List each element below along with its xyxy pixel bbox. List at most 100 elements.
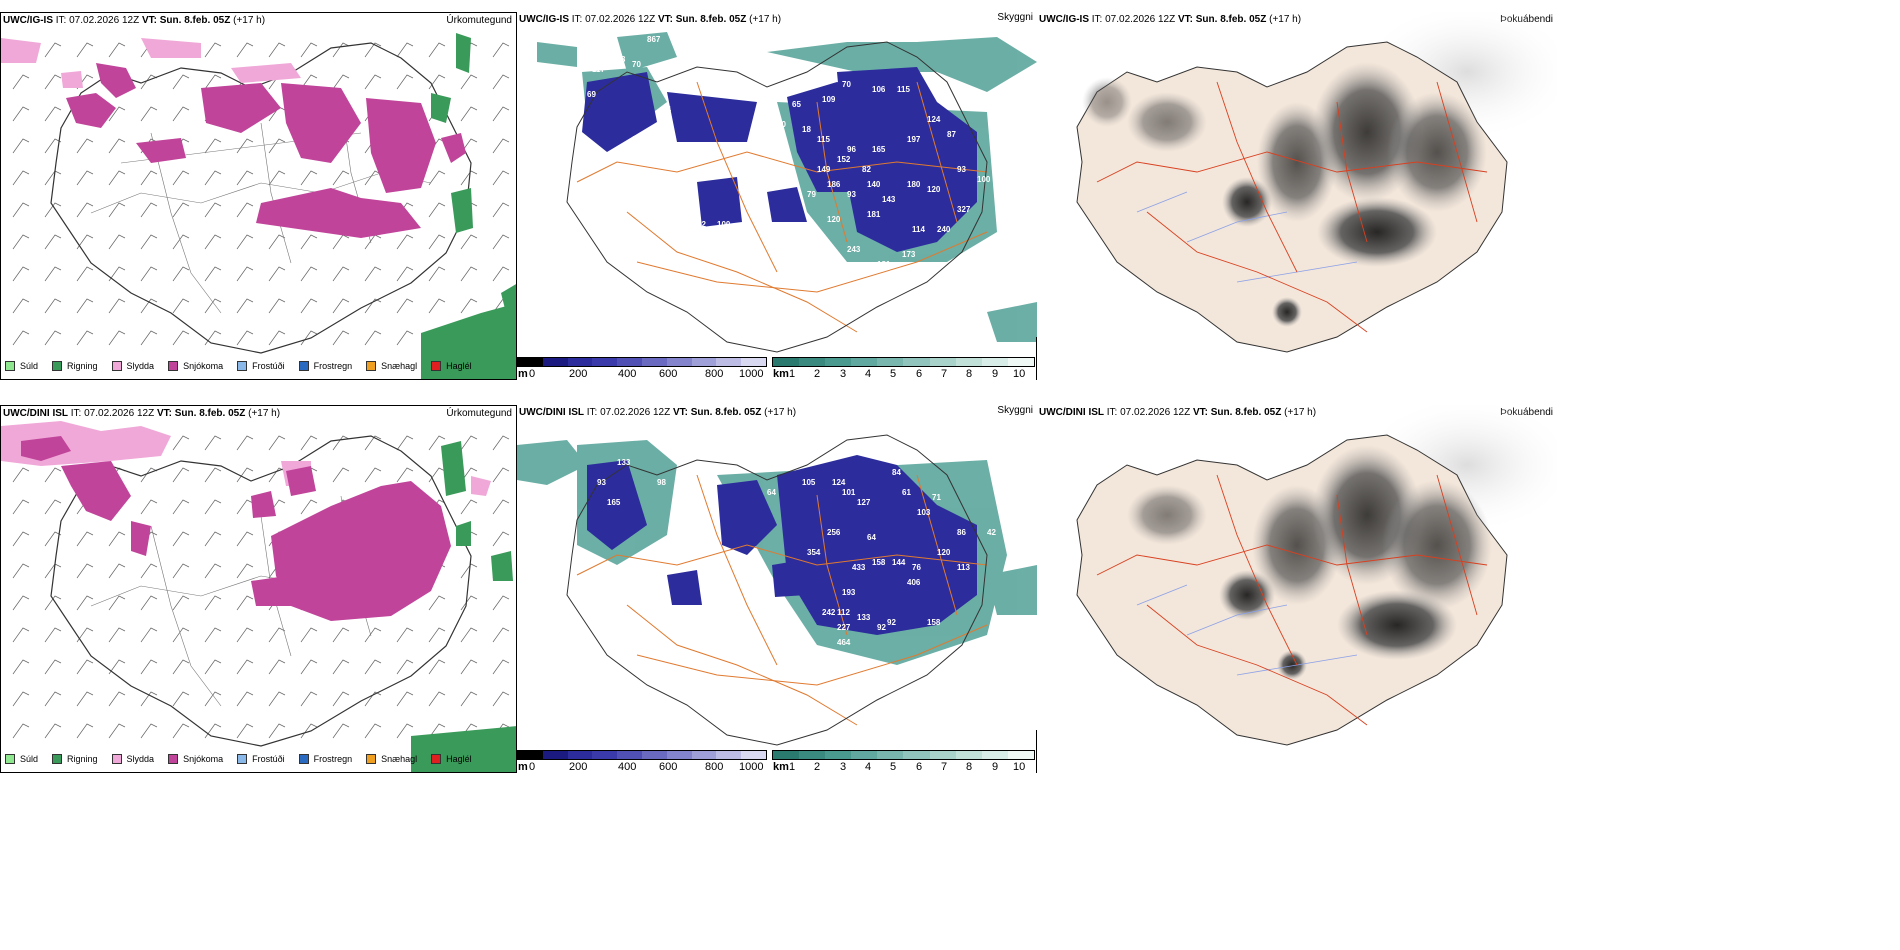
legend-item: Frostúði <box>237 754 285 764</box>
cloud-base-value: 93 <box>957 165 966 174</box>
cloud-base-value: 113 <box>957 563 970 572</box>
legend-item: Snæhagl <box>366 361 417 371</box>
legend-swatch <box>237 361 248 371</box>
cloud-base-value: 65 <box>792 100 801 109</box>
cloud-base-value: 240 <box>937 225 951 234</box>
cloud-base-value: 103 <box>917 508 931 517</box>
colorbar-unit: m <box>518 761 528 773</box>
cloud-base-value: 92 <box>887 618 896 627</box>
legend-label: Slydda <box>126 754 155 764</box>
cloud-base-value: 100 <box>977 175 991 184</box>
cloud-base-value: 114 <box>912 225 925 234</box>
legend-item: Frostregn <box>298 361 352 371</box>
cloud-base-value: 120 <box>937 548 951 557</box>
cloud-base-value: 87 <box>947 130 956 139</box>
legend-label: Haglél <box>446 754 472 764</box>
legend-swatch <box>298 361 309 371</box>
blue-areas <box>582 67 977 252</box>
cloud-base-value: 406 <box>907 578 921 587</box>
panel-title: Skyggni <box>997 12 1033 23</box>
cloud-base-value: 165 <box>787 225 801 234</box>
colorbar-unit: km <box>773 368 789 380</box>
legend-swatch <box>5 754 15 764</box>
cloud-base-value: 84 <box>892 468 901 477</box>
cloud-base-value: 133 <box>857 613 871 622</box>
cloud-base-value: 117 <box>592 65 605 74</box>
legend-item: Súld <box>5 754 38 764</box>
legend-swatch <box>366 754 377 764</box>
cloud-base-value: 242 <box>822 608 836 617</box>
cloud-base-value: 105 <box>802 478 816 487</box>
cloud-base-value: 82 <box>862 165 871 174</box>
fog-map <box>1076 12 1557 353</box>
roads-red <box>1096 474 1488 726</box>
cloud-base-value: 94 <box>662 105 671 114</box>
legend-swatch <box>52 361 63 371</box>
legend-label: Súld <box>20 754 39 764</box>
cloud-base-value: 64 <box>867 533 876 542</box>
precip-legend: Súld Rigning Slydda Snjókoma Frostúði Frostre… <box>5 361 472 371</box>
cloud-base-value: 93 <box>847 190 856 199</box>
colorbar-km-bar <box>772 357 1035 367</box>
legend-swatch <box>111 754 122 764</box>
fog-panel-2: UWC/DINI ISL IT: 07.02.2026 12Z VT: Sun.… <box>1037 405 1557 773</box>
cloud-base-value: 92 <box>877 623 886 632</box>
colorbar-unit: km <box>773 761 789 773</box>
cloud-base-value: 115 <box>897 85 910 94</box>
legend-swatch <box>111 361 122 371</box>
rain-areas <box>421 33 516 379</box>
cloud-base-value: 120 <box>927 185 941 194</box>
legend-label: Frostúði <box>252 754 285 764</box>
cloud-base-value: 72 <box>697 220 706 229</box>
legend-swatch <box>431 361 442 371</box>
legend-swatch <box>168 754 179 764</box>
fog-map <box>1076 405 1557 746</box>
cloud-base-value: 165 <box>872 145 886 154</box>
legend-item: Slydda <box>111 754 155 764</box>
legend-item: Frostúði <box>237 361 285 371</box>
cloud-base-value: 112 <box>837 608 850 617</box>
colorbar-km: km 1 2 3 4 5 6 7 8 9 10 <box>772 357 1035 380</box>
legend-swatch <box>5 361 15 371</box>
roads-orange <box>576 81 988 333</box>
cloud-base-value: 144 <box>892 558 906 567</box>
cloud-base-value: 106 <box>872 85 886 94</box>
legend-label: Snjókoma <box>183 754 224 764</box>
colorbar-km: km 1 2 3 4 5 6 7 8 9 10 <box>772 750 1035 773</box>
precip-legend: Súld Rigning Slydda Snjókoma Frostúði Frostre… <box>5 754 472 764</box>
precip-type-panel-1: UWC/IG-IS IT: 07.02.2026 12Z VT: Sun. 8.… <box>0 12 517 380</box>
legend-label: Rigning <box>67 754 98 764</box>
precip-map <box>1 421 516 772</box>
panel-title: Skyggni <box>997 405 1033 416</box>
fog-legend-box: 0 60 <box>1036 730 1037 773</box>
cloud-base-value: 354 <box>807 548 821 557</box>
cloud-base-value: 243 <box>847 245 861 254</box>
fog-shading <box>1082 62 1487 327</box>
legend-item: Rigning <box>52 754 98 764</box>
cloud-base-value: 158 <box>612 55 626 64</box>
fog-panel-1: UWC/IG-IS IT: 07.02.2026 12Z VT: Sun. 8.… <box>1037 12 1557 380</box>
cloud-base-value: 115 <box>817 135 830 144</box>
roads-orange <box>576 474 988 726</box>
panel-header: UWC/IG-IS IT: 07.02.2026 12Z VT: Sun. 8.… <box>3 15 266 26</box>
cloud-base-value: 101 <box>842 488 856 497</box>
cloud-base-value: 120 <box>827 215 841 224</box>
legend-item: Snæhagl <box>366 754 417 764</box>
cloud-base-value: 127 <box>857 498 871 507</box>
colorbar-meters-bar <box>517 357 767 367</box>
legend-label: Snæhagl <box>381 754 418 764</box>
cloud-base-value: 61 <box>902 488 911 497</box>
cloud-base-value: 172 <box>897 275 911 284</box>
legend-swatch <box>168 361 179 371</box>
cloud-base-value: 181 <box>867 210 881 219</box>
cloud-base-value: 149 <box>817 165 831 174</box>
roads-red <box>1096 81 1488 333</box>
precip-map <box>1 33 516 379</box>
legend-label: Snjókoma <box>183 361 224 371</box>
cloud-base-value: 90 <box>777 120 786 129</box>
cloud-base-value: 109 <box>822 95 836 104</box>
snow-areas <box>66 63 466 238</box>
